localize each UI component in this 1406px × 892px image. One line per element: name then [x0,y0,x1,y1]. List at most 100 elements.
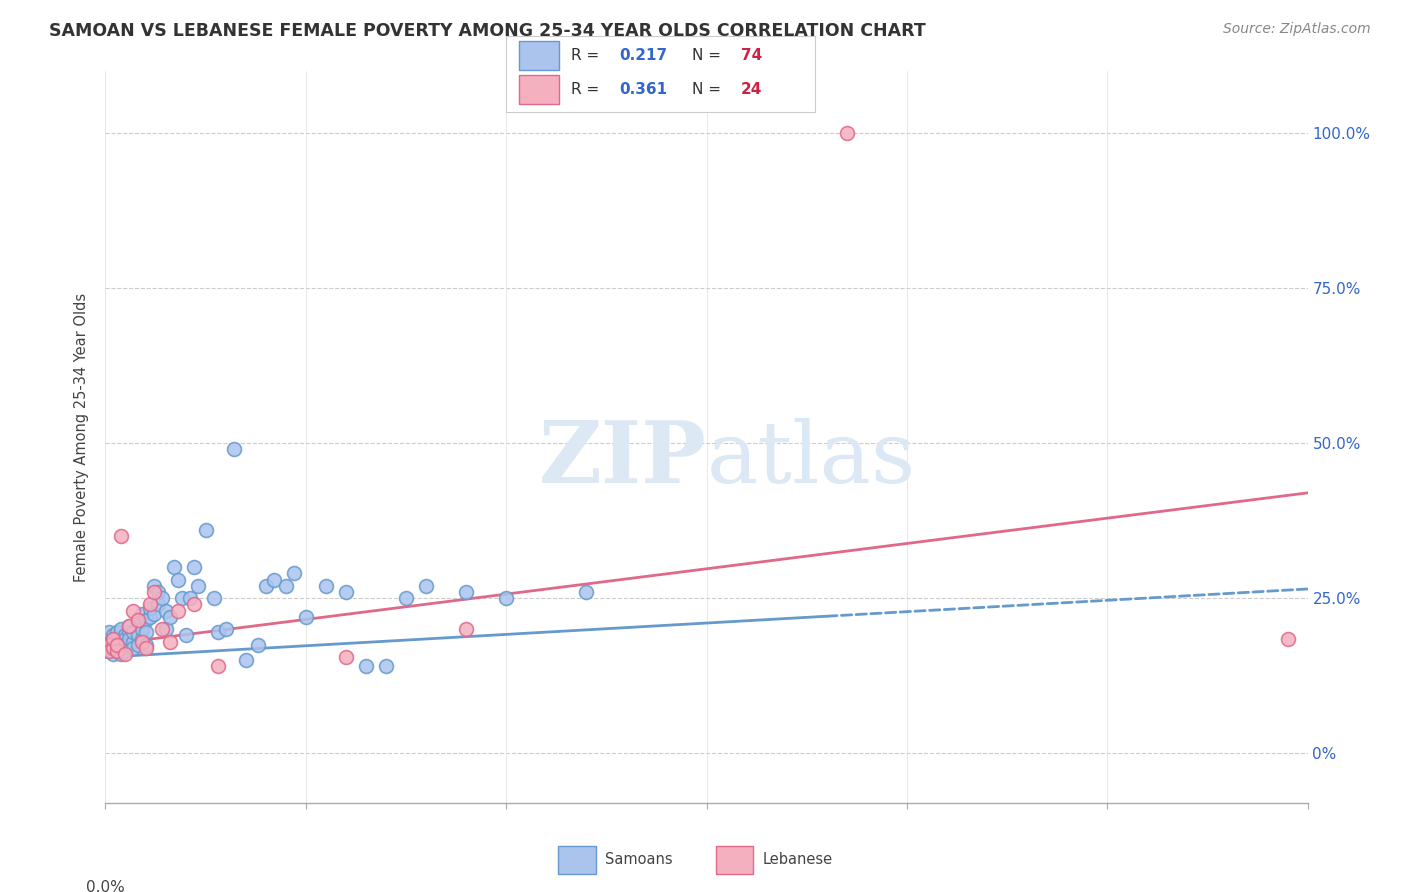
Point [335,585,357,599]
Point [98,644,121,658]
Point [146,598,169,612]
Point [118,619,141,633]
Point [142,607,165,621]
Point [222,442,245,457]
Text: atlas: atlas [707,417,915,500]
Point [122,634,145,648]
Point [575,585,598,599]
Point [122,625,145,640]
Point [127,615,149,630]
Point [138,598,160,612]
Point [135,625,157,640]
Point [127,628,149,642]
Point [107,632,129,646]
Point [114,647,136,661]
Point [103,640,125,655]
Point [159,610,181,624]
Text: 74: 74 [741,48,762,63]
Point [135,640,157,655]
Point [107,644,129,658]
Point [162,560,184,574]
Point [207,659,229,673]
Point [150,591,173,606]
Point [110,640,132,655]
Point [202,591,225,606]
Point [454,585,477,599]
Point [138,600,160,615]
Point [187,579,209,593]
Point [98,632,121,646]
Text: R =: R = [571,48,605,63]
Point [295,610,318,624]
Text: 0.361: 0.361 [619,82,668,97]
Point [159,634,181,648]
Point [374,659,398,673]
Point [118,638,141,652]
Point [415,579,437,593]
Point [150,622,173,636]
Point [110,634,132,648]
Point [207,625,229,640]
Point [174,628,197,642]
Point [214,622,236,636]
Point [118,619,141,633]
Point [103,634,125,648]
Point [155,622,177,636]
Point [283,566,305,581]
Point [170,591,193,606]
Point [354,659,377,673]
Point [263,573,285,587]
Point [107,644,129,658]
Point [107,625,129,640]
Point [107,638,129,652]
Point [110,647,132,661]
Point [166,604,188,618]
Point [118,632,141,646]
Point [179,591,201,606]
Point [194,523,217,537]
Point [254,579,277,593]
Point [98,625,121,640]
Point [131,634,153,648]
Point [395,591,418,606]
Point [103,647,125,661]
Point [1277,632,1299,646]
Point [103,640,125,655]
Text: Lebanese: Lebanese [762,853,832,867]
Text: 0.0%: 0.0% [86,880,125,892]
Text: 24: 24 [741,82,762,97]
Text: R =: R = [571,82,605,97]
Point [142,579,165,593]
Text: N =: N = [692,48,725,63]
Point [135,638,157,652]
Bar [519,41,558,70]
Point [138,610,160,624]
Bar [558,846,596,874]
Text: ZIP: ZIP [538,417,707,501]
Point [127,613,149,627]
Point [122,640,145,655]
Point [142,585,165,599]
Point [335,650,357,665]
Point [103,628,125,642]
Point [114,632,136,646]
Point [183,598,205,612]
Point [122,604,145,618]
Point [274,579,297,593]
Bar [716,846,754,874]
Point [454,622,477,636]
Point [135,613,157,627]
Text: Samoans: Samoans [605,853,672,867]
Point [835,126,858,140]
Point [98,638,121,652]
Point [131,622,153,636]
Point [131,607,153,621]
Point [114,644,136,658]
Point [98,644,121,658]
Point [127,638,149,652]
Point [103,632,125,646]
Point [235,653,257,667]
Point [246,638,269,652]
Point [146,585,169,599]
Point [110,622,132,636]
